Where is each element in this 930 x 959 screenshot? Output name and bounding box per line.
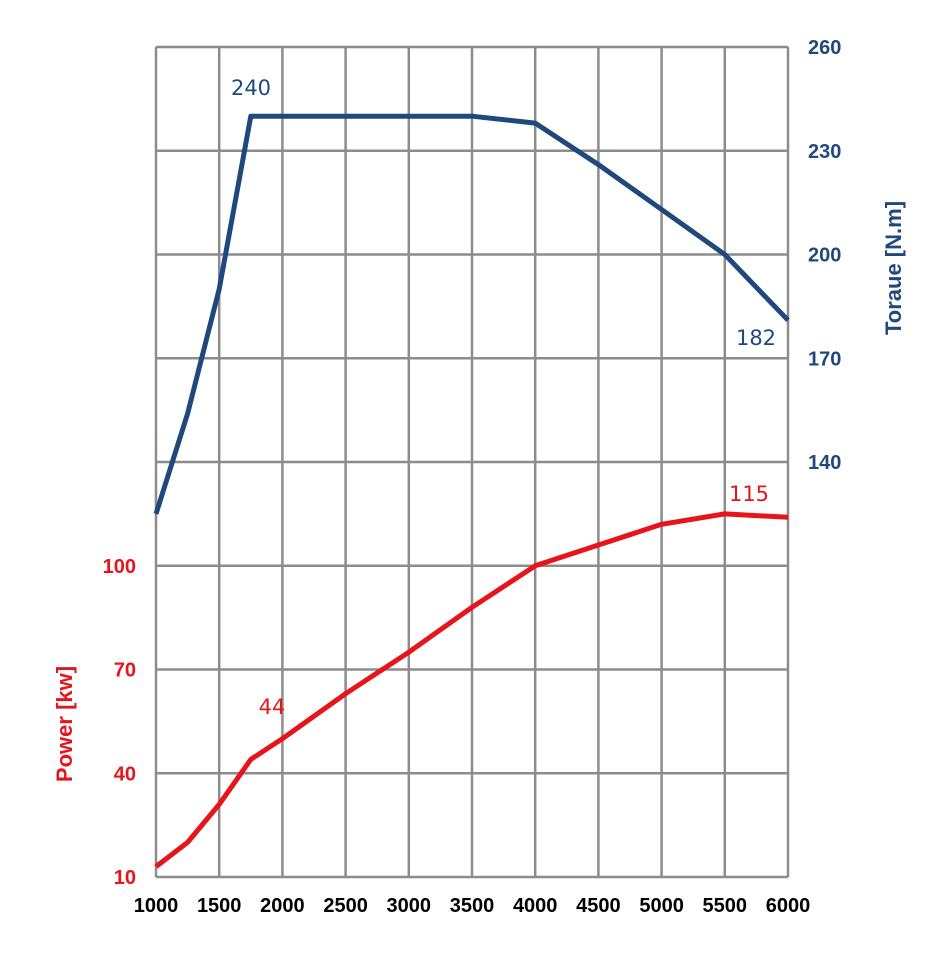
x-tick-label: 6000: [766, 895, 811, 917]
data-label-115: 115: [729, 482, 769, 506]
x-tick-label: 2000: [260, 895, 305, 917]
power-line: [154, 511, 789, 869]
right-tick-label: 260: [808, 37, 841, 59]
series-lines: [153, 113, 790, 869]
x-tick-label: 4500: [576, 895, 621, 917]
right-tick-label: 230: [808, 141, 841, 163]
x-tick-label: 3500: [450, 895, 495, 917]
right-tick-label: 140: [808, 452, 841, 474]
data-label-44: 44: [259, 695, 286, 719]
left-tick-label: 10: [114, 867, 136, 889]
left-axis-title: Power [kw]: [52, 666, 77, 782]
right-tick-label: 170: [808, 348, 841, 370]
x-tick-label: 3000: [387, 895, 432, 917]
x-tick-label: 2500: [323, 895, 368, 917]
torque-line: [153, 113, 790, 515]
left-tick-label: 70: [114, 660, 136, 682]
annotations: 240 182 115 44: [231, 76, 776, 719]
left-tick-label: 40: [114, 763, 136, 785]
data-label-240: 240: [231, 76, 271, 100]
x-tick-label: 4000: [513, 895, 558, 917]
grid: [154, 45, 790, 879]
x-tick-label: 5000: [639, 895, 684, 917]
data-label-182: 182: [736, 326, 776, 350]
x-tick-label: 1000: [134, 895, 179, 917]
x-tick-label: 1500: [197, 895, 242, 917]
tick-labels: 1000 1500 2000 2500 3000 3500 4000 4500 5000 5500…: [103, 37, 842, 917]
left-tick-label: 100: [103, 556, 136, 578]
x-tick-label: 5500: [703, 895, 748, 917]
right-tick-label: 200: [808, 245, 841, 267]
right-axis-title: Toraue [N.m]: [881, 201, 906, 335]
